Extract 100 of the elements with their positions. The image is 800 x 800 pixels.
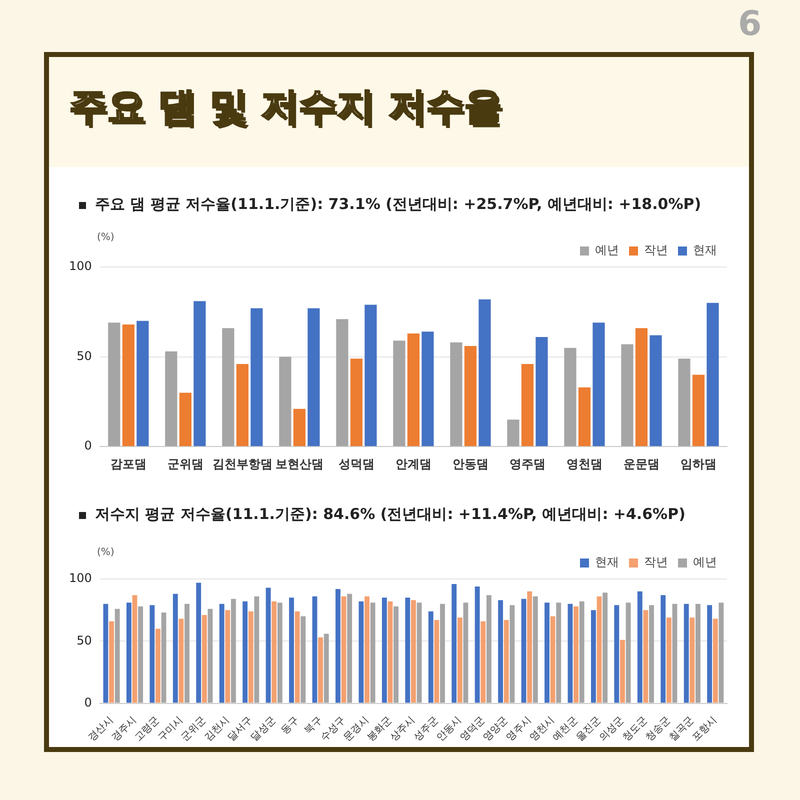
- bar: [318, 637, 324, 703]
- bar: [219, 604, 224, 703]
- legend-label: 현재: [595, 555, 619, 570]
- bar: [225, 610, 230, 703]
- bar: [410, 600, 416, 703]
- bar: [564, 348, 576, 446]
- bar: [324, 634, 329, 703]
- bar: [103, 604, 108, 703]
- bar: [649, 605, 654, 703]
- bar: [364, 596, 370, 703]
- bar: [294, 611, 300, 703]
- bar: [132, 595, 138, 703]
- bar: [405, 598, 410, 703]
- bar: [407, 333, 420, 446]
- bar: [486, 595, 492, 703]
- bar: [650, 335, 662, 446]
- bar: [474, 586, 480, 703]
- bar: [521, 598, 526, 703]
- x-tick-label: 임하댐: [680, 456, 716, 471]
- bar: [248, 611, 254, 703]
- x-tick-label: 감포댐: [110, 456, 146, 471]
- chart-title: 주요 댐 및 저수지 저수율: [69, 83, 502, 130]
- bar: [637, 591, 642, 703]
- bar: [161, 612, 166, 703]
- bar: [527, 591, 532, 703]
- x-tick-label: 보현산댐: [275, 456, 324, 471]
- bar: [536, 337, 548, 446]
- legend-label: 작년: [644, 243, 668, 258]
- bar: [718, 602, 724, 703]
- bar: [504, 620, 509, 703]
- bar: [236, 364, 248, 446]
- bar: [450, 342, 462, 446]
- bar: [452, 584, 457, 703]
- bar: [544, 602, 550, 703]
- x-tick-label: 안동댐: [452, 456, 488, 471]
- text: 6: [738, 4, 762, 44]
- bar: [122, 324, 134, 446]
- bar: [672, 604, 678, 703]
- bar: [666, 618, 672, 703]
- bar: [382, 598, 387, 703]
- bar: [293, 408, 306, 446]
- bar: [254, 596, 260, 703]
- bar: [242, 601, 248, 703]
- bar: [108, 322, 120, 446]
- bar: [635, 328, 648, 446]
- bar: [138, 606, 144, 703]
- bar: [172, 594, 178, 703]
- bar: [578, 387, 591, 446]
- bar: [394, 606, 398, 703]
- bar: [684, 604, 689, 703]
- bar: [350, 358, 362, 446]
- bar: [126, 602, 132, 703]
- bar: [574, 606, 578, 703]
- y-tick-label: 100: [69, 571, 92, 586]
- bar: [416, 602, 422, 703]
- x-tick-label: 영주댐: [509, 456, 546, 471]
- bar: [178, 618, 184, 703]
- bar: [336, 319, 348, 446]
- bar: [696, 604, 700, 703]
- bar: [690, 618, 695, 703]
- bar: [277, 602, 282, 703]
- bar: [422, 332, 434, 446]
- bar: [620, 640, 625, 703]
- legend-label: 예년: [693, 555, 717, 570]
- bar: [550, 616, 556, 703]
- bar: [712, 618, 718, 703]
- bar: [532, 596, 538, 703]
- x-tick-label: 김천부항댐: [212, 456, 272, 471]
- bar: [692, 374, 705, 446]
- bar: [250, 308, 263, 446]
- bar: [660, 595, 666, 703]
- bar: [478, 299, 491, 446]
- bar: [196, 582, 202, 703]
- bar: [707, 605, 712, 703]
- bar: [440, 604, 445, 703]
- bar: [266, 588, 271, 703]
- legend-label: 작년: [644, 555, 668, 570]
- y-tick-label: 0: [84, 438, 92, 453]
- bar: [590, 610, 596, 703]
- bar: [312, 596, 318, 703]
- bar: [592, 322, 605, 446]
- bar: [272, 601, 277, 703]
- bar: [428, 611, 434, 703]
- bar: [336, 588, 340, 703]
- bar: [289, 598, 294, 703]
- y-tick-label: 100: [69, 259, 92, 274]
- bar: [370, 602, 376, 703]
- bar: [150, 605, 155, 703]
- bar: [202, 615, 207, 703]
- y-tick-label: 50: [76, 348, 92, 363]
- bar: [279, 356, 292, 446]
- y-axis-title: (%): [97, 547, 114, 558]
- bar: [341, 596, 346, 703]
- bar: [556, 602, 562, 703]
- x-tick-label: 성덕댐: [338, 456, 374, 471]
- bar: [347, 594, 352, 703]
- bar: [457, 618, 462, 703]
- legend-label: 현재: [693, 243, 717, 258]
- x-tick-label: 군위댐: [167, 456, 204, 471]
- chart-subtitle: 주요 댐 평균 저수율(11.1.기준): 73.1% (전년대비: +25.7%P, 예년대비: +18.0%P): [95, 195, 702, 214]
